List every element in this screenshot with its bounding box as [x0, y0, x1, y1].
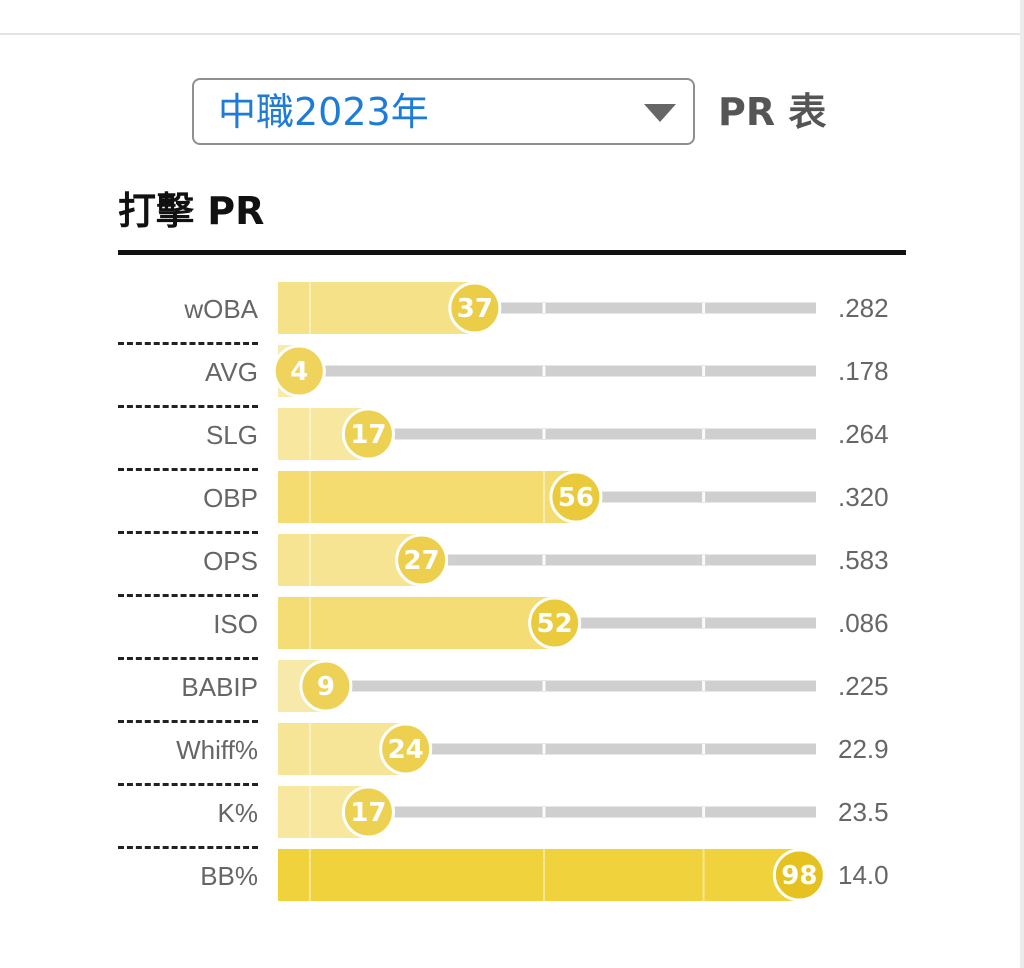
- row-separator: [118, 720, 258, 723]
- pr-badge: [528, 596, 582, 650]
- pr-badge: [395, 533, 449, 587]
- stat-value: .320: [838, 482, 889, 512]
- row-separator: [118, 531, 258, 534]
- pr-value: 52: [537, 609, 573, 639]
- stat-label: OPS: [203, 546, 258, 576]
- pr-badge: [299, 659, 353, 713]
- pr-value: 17: [350, 420, 386, 450]
- season-select-value: 中職2023年: [218, 90, 429, 134]
- page-edge: [1020, 0, 1024, 968]
- stat-label: SLG: [206, 420, 258, 450]
- stat-label: Whiff%: [176, 735, 258, 765]
- pr-value: 27: [404, 546, 440, 576]
- stat-value: .225: [838, 671, 889, 701]
- section-rule: [118, 250, 906, 255]
- stat-value: .086: [838, 608, 889, 638]
- row-separator: [118, 657, 258, 660]
- stat-value: .178: [838, 356, 889, 386]
- dropdown-caret-icon: [644, 104, 676, 122]
- pr-value: 4: [290, 357, 308, 387]
- row-separator: [118, 342, 258, 345]
- row-separator: [118, 594, 258, 597]
- stat-value: 23.5: [838, 797, 889, 827]
- top-divider: [0, 33, 1024, 35]
- stat-value: .583: [838, 545, 889, 575]
- bar-fill: [278, 597, 555, 649]
- pr-value: 9: [317, 672, 335, 702]
- stat-label: AVG: [205, 357, 258, 387]
- row-separator: [118, 846, 258, 849]
- stat-label: BABIP: [181, 672, 258, 702]
- stat-label: wOBA: [183, 294, 258, 324]
- pr-value: 98: [781, 861, 817, 891]
- stat-label: OBP: [203, 483, 258, 513]
- stat-label: K%: [218, 798, 258, 828]
- pr-badge: [341, 785, 395, 839]
- pr-badge: [448, 281, 502, 335]
- stat-value: .282: [838, 293, 889, 323]
- row-separator: [118, 468, 258, 471]
- stat-value: 22.9: [838, 734, 889, 764]
- bar-fill: [278, 849, 800, 901]
- bar-fill: [278, 471, 576, 523]
- pr-value: 17: [350, 798, 386, 828]
- section-title: 打擊 PR: [118, 189, 265, 233]
- row-separator: [118, 405, 258, 408]
- stat-value: 14.0: [838, 860, 889, 890]
- stat-label: BB%: [200, 861, 258, 891]
- pr-value: 24: [388, 735, 424, 765]
- pr-badge: [272, 344, 326, 398]
- pr-badge: [772, 848, 826, 902]
- pr-badge: [341, 407, 395, 461]
- pr-badge: [549, 470, 603, 524]
- pr-badge: [379, 722, 433, 776]
- stat-value: .264: [838, 419, 889, 449]
- season-select[interactable]: 中職2023年: [192, 78, 695, 145]
- stat-label: ISO: [213, 609, 258, 639]
- row-separator: [118, 783, 258, 786]
- pr-value: 37: [457, 294, 493, 324]
- pr-table-label: PR 表: [718, 90, 827, 134]
- bar-fill: [278, 282, 475, 334]
- pr-value: 56: [558, 483, 594, 513]
